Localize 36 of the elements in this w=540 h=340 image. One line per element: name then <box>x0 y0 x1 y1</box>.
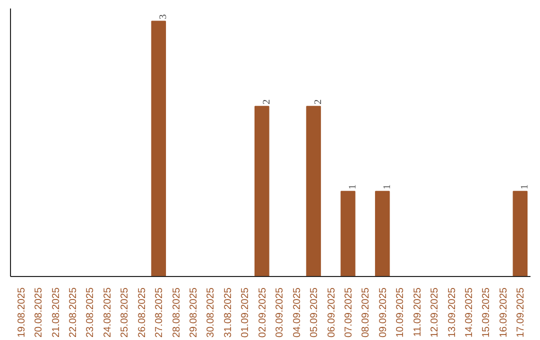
x-tick-label: 05.09.2025 <box>309 287 320 338</box>
data-label: 1 <box>347 184 358 190</box>
data-label: 2 <box>261 99 272 104</box>
x-tick-label: 11.09.2025 <box>412 287 424 337</box>
x-tick-label: 22.08.2025 <box>68 287 79 338</box>
x-tick-label: 13.09.2025 <box>446 287 458 338</box>
x-tick-label: 12.09.2025 <box>430 287 441 338</box>
data-label: 1 <box>382 184 393 190</box>
x-tick-label: 31.08.2025 <box>222 287 234 338</box>
x-tick-label: 23.08.2025 <box>85 287 96 338</box>
x-tick-label: 28.08.2025 <box>171 287 182 338</box>
x-tick-label: 10.09.2025 <box>395 287 406 338</box>
x-tick-label: 17.09.2025 <box>516 287 527 338</box>
x-tick-label: 19.08.2025 <box>16 287 28 338</box>
x-tick-label: 26.08.2025 <box>136 287 148 338</box>
data-label: 1 <box>520 184 531 190</box>
x-tick-label: 06.09.2025 <box>326 287 338 338</box>
x-tick-label: 07.09.2025 <box>343 287 354 338</box>
x-tick-label: 24.08.2025 <box>102 287 114 338</box>
x-tick-label: 16.09.2025 <box>498 287 510 338</box>
data-label: 2 <box>313 99 324 104</box>
x-tick-label: 27.08.2025 <box>154 287 166 338</box>
x-tick-label: 14.09.2025 <box>464 287 476 338</box>
data-label: 3 <box>158 14 170 20</box>
x-tick-label: 03.09.2025 <box>274 287 286 338</box>
x-tick-label: 20.08.2025 <box>34 287 45 338</box>
x-tick-label: 15.09.2025 <box>481 287 492 338</box>
x-tick-label: 01.09.2025 <box>240 287 252 338</box>
x-tick-label: 29.08.2025 <box>188 287 200 338</box>
x-tick-label: 25.08.2025 <box>120 287 131 338</box>
x-tick-label: 04.09.2025 <box>292 287 303 338</box>
x-tick-label: 08.09.2025 <box>360 287 372 338</box>
x-tick-label: 09.09.2025 <box>378 287 389 338</box>
x-tick-label: 02.09.2025 <box>257 287 268 338</box>
x-tick-label: 30.08.2025 <box>206 287 217 338</box>
x-tick-label: 21.08.2025 <box>50 287 62 338</box>
